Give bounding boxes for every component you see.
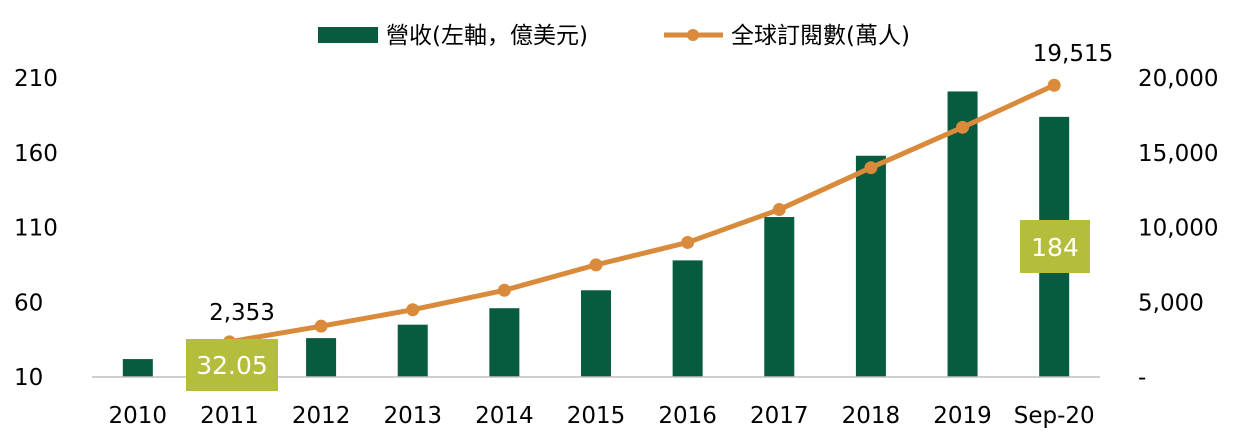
x-tick-2011: 2011 [200,403,259,429]
marker-2018 [864,161,878,175]
bar-2018 [855,155,886,377]
marker-2019 [956,120,970,134]
legend-subscriber-swatch-marker [687,29,699,41]
marker-2016 [681,235,695,249]
left-tick-160: 160 [14,141,58,167]
x-tick-2015: 2015 [567,403,626,429]
x-tick-Sep-20: Sep-20 [1014,403,1095,429]
x-tick-2013: 2013 [383,403,442,429]
left-tick-60: 60 [14,290,43,316]
x-tick-2018: 2018 [842,403,901,429]
legend-revenue-label: 營收(左軸，億美元) [386,23,588,49]
line-start-label: 2,353 [209,300,275,326]
marker-Sep-20 [1047,78,1061,92]
bar-2014 [489,308,520,377]
bar-2010 [122,359,153,377]
x-tick-2014: 2014 [475,403,534,429]
right-tick-10,000: 10,000 [1138,216,1218,242]
annotations: 2,353 19,515 32.05 184 [186,41,1113,391]
left-tick-210: 210 [14,66,58,92]
marker-2015 [589,258,603,272]
bar-2015 [581,290,611,377]
x-tick-2010: 2010 [109,403,168,429]
right-axis-ticks: - 5,000 10,000 15,000 20,000 [1138,66,1218,391]
bar-2013 [397,324,428,377]
subscriber-line [229,82,1056,345]
right-tick-20,000: 20,000 [1138,66,1218,92]
legend-subscriber-label: 全球訂閱數(萬人) [731,23,910,49]
left-tick-10: 10 [14,365,43,391]
x-tick-2017: 2017 [750,403,809,429]
bar-2019 [947,91,978,377]
subscriber-line-series [222,78,1061,349]
right-tick-15,000: 15,000 [1138,141,1218,167]
legend-revenue-swatch [318,27,378,43]
bar-2016 [672,260,703,377]
left-tick-110: 110 [14,216,58,242]
bar-2012 [306,338,337,377]
marker-2012 [314,319,328,333]
line-end-label: 19,515 [1033,41,1113,67]
left-axis-ticks: 10 60 110 160 210 [14,66,58,391]
bar-sep20-label-box [1020,220,1090,273]
right-tick-5,000: 5,000 [1138,290,1204,316]
right-tick--: - [1138,365,1146,391]
bar-sep20-label: 184 [1031,233,1079,262]
legend: 營收(左軸，億美元) 全球訂閱數(萬人) [318,23,910,49]
marker-2014 [497,283,511,297]
bar-2011-label-box [186,339,278,391]
x-tick-2012: 2012 [292,403,351,429]
x-tick-2016: 2016 [658,403,717,429]
bar-2017 [764,217,795,377]
x-tick-2019: 2019 [933,403,992,429]
marker-2013 [406,303,420,317]
x-axis-ticks: 2010 2011 2012 2013 2014 2015 2016 2017 2018 2019… [109,403,1095,429]
bar-2011-label: 32.05 [196,351,268,380]
marker-2017 [772,203,786,217]
